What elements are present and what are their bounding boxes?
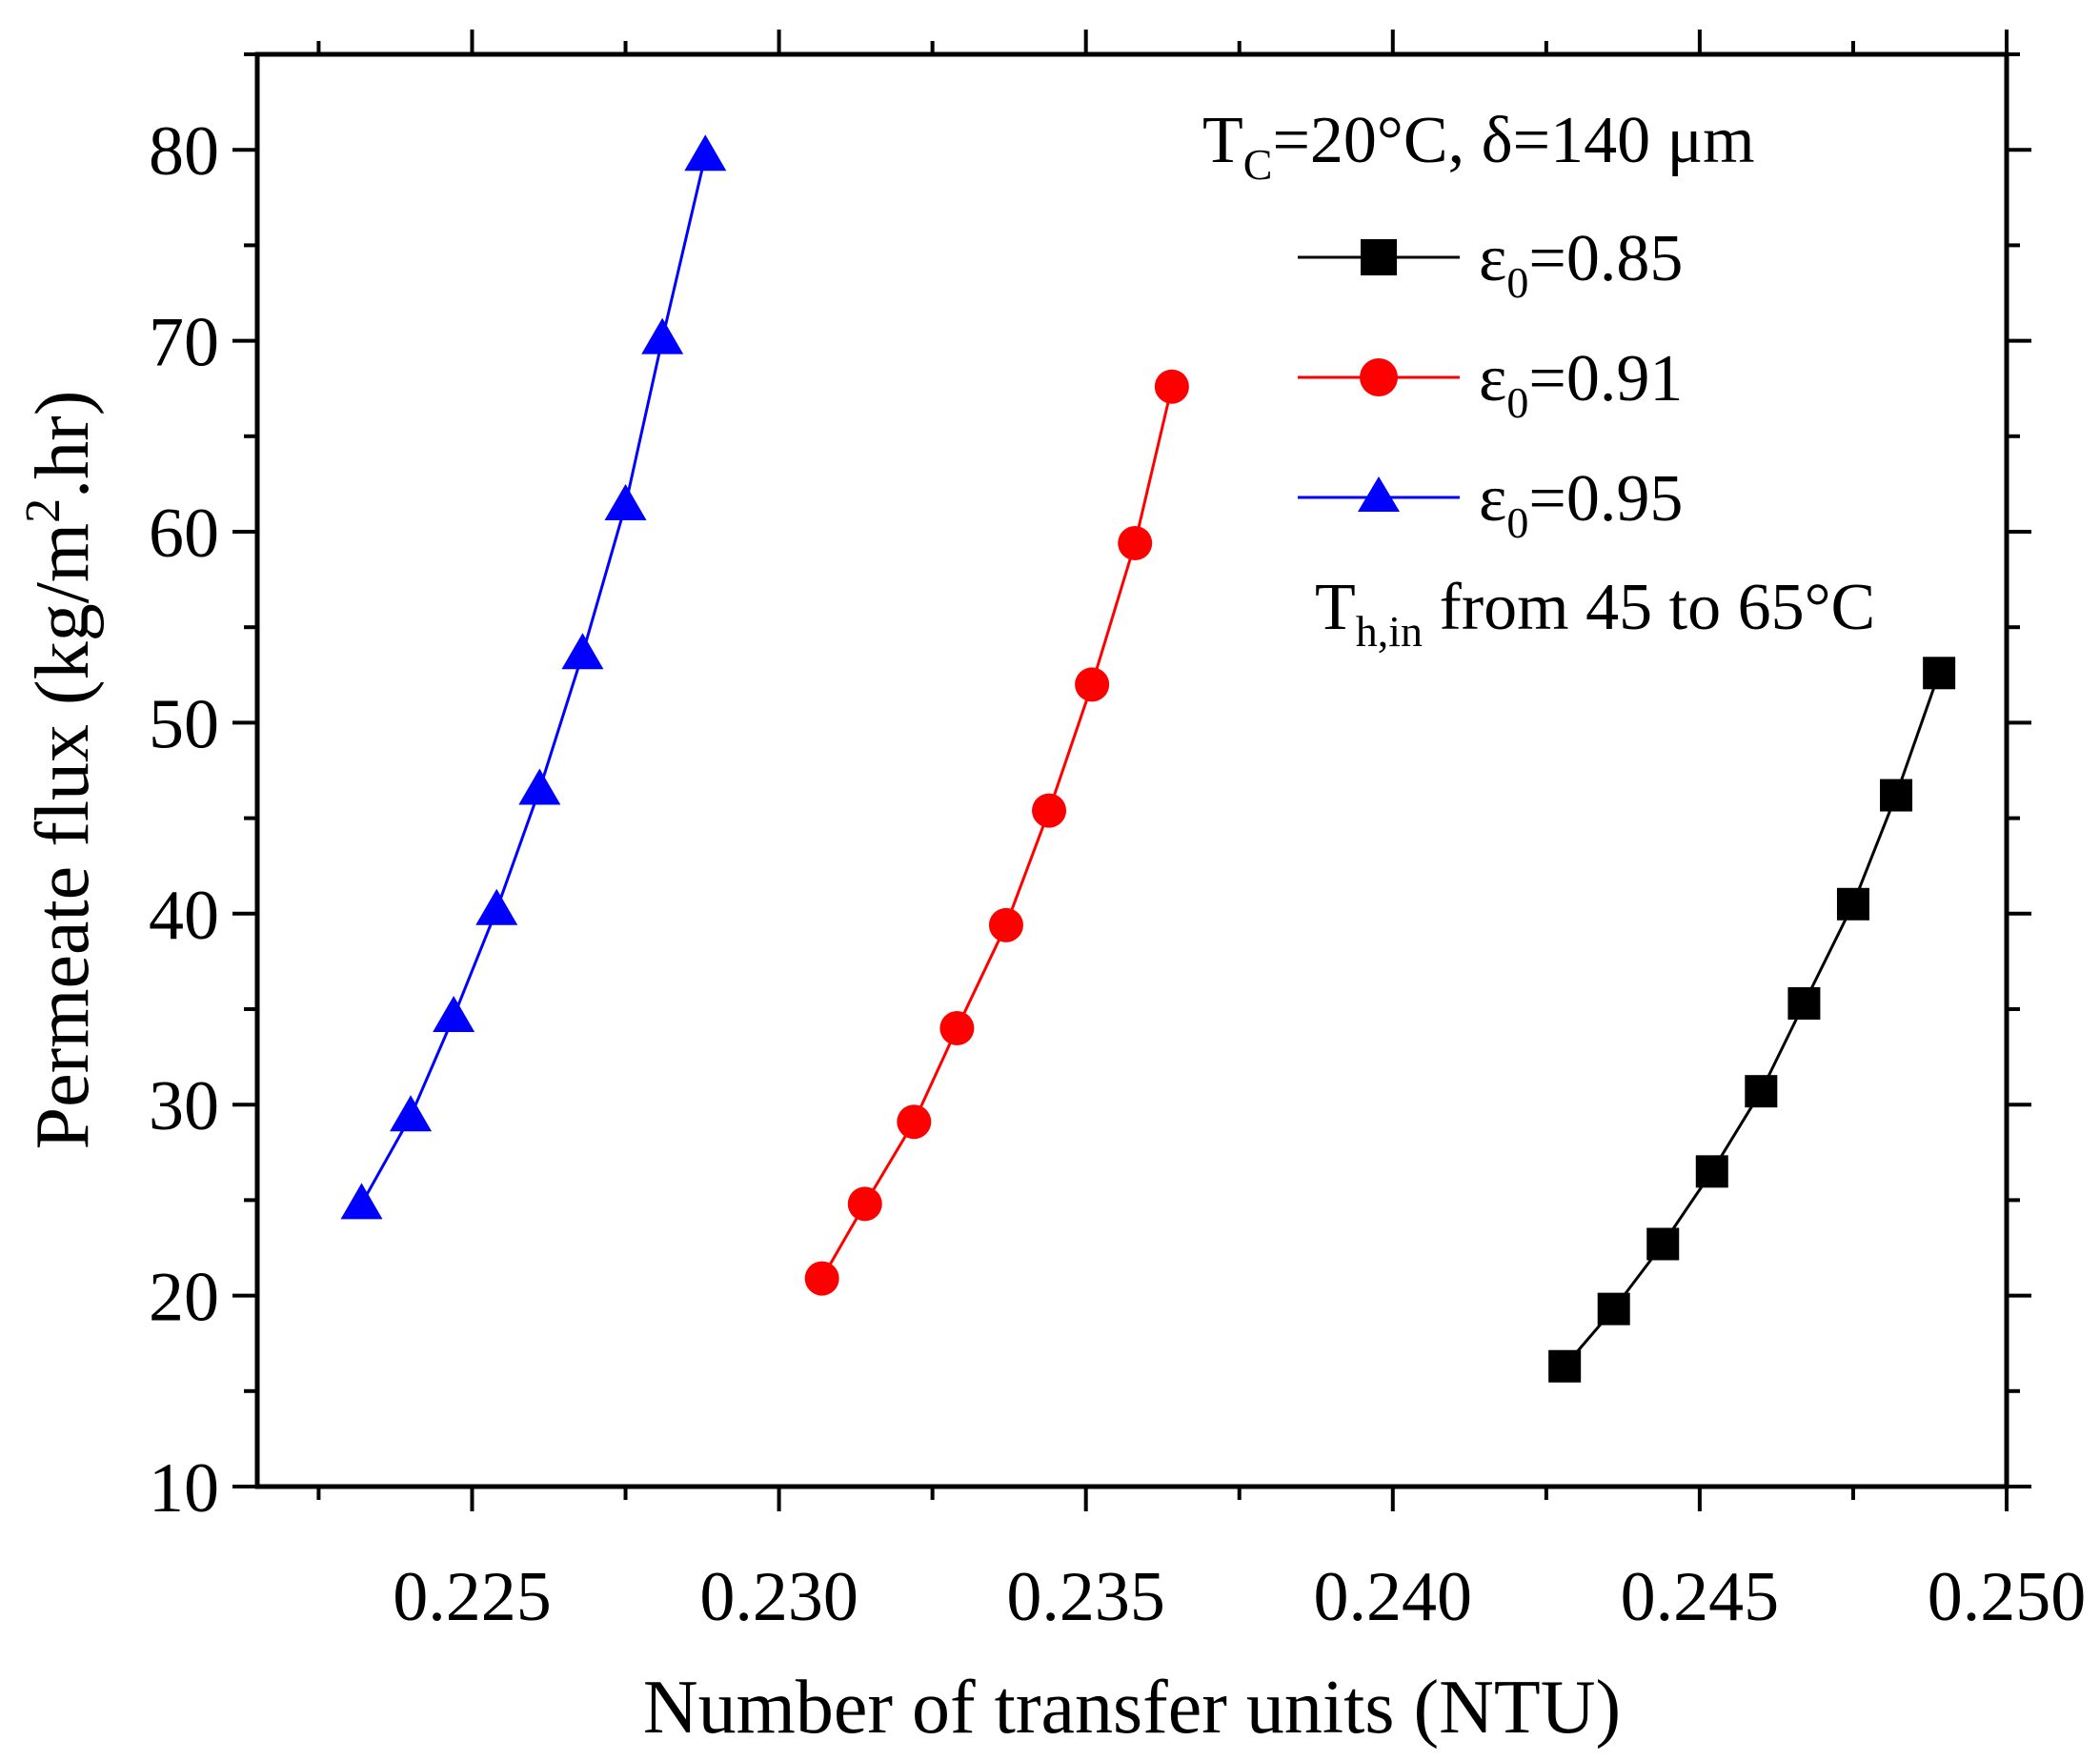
x-tick-label: 0.240 xyxy=(1314,1558,1473,1636)
data-point xyxy=(1836,887,1869,921)
legend-label-1: ε0=0.91 xyxy=(1479,342,1683,427)
legend: ε0=0.85 ε0=0.91 ε0=0.95 xyxy=(1298,222,1683,547)
x-tick-label: 0.235 xyxy=(1006,1558,1165,1636)
data-point xyxy=(1880,779,1913,812)
range-annotation-sub: h,in xyxy=(1356,607,1423,656)
legend-label-0-symbol: ε xyxy=(1479,222,1506,295)
data-point xyxy=(988,907,1023,942)
legend-label-1-value: =0.91 xyxy=(1528,342,1683,415)
condition-annotation: TC=20°C, δ=140 μm xyxy=(1202,104,1755,189)
y-axis-title: Permeate flux (kg/m2.hr) xyxy=(16,391,105,1150)
y-axis-title-sup: 2 xyxy=(16,498,71,523)
data-point xyxy=(1597,1292,1630,1326)
range-annotation-t: T xyxy=(1315,571,1356,644)
legend-label-0-value: =0.85 xyxy=(1528,222,1683,295)
y-tick-label: 20 xyxy=(149,1259,219,1337)
data-point xyxy=(1548,1349,1582,1383)
y-axis-title-main: Permeate flux (kg/m xyxy=(21,523,105,1150)
x-tick-label: 0.230 xyxy=(699,1558,858,1636)
legend-label-2-symbol: ε xyxy=(1479,462,1506,536)
legend-label-2-sub: 0 xyxy=(1506,498,1528,547)
x-tick-label: 0.250 xyxy=(1928,1558,2087,1636)
data-point xyxy=(847,1186,882,1222)
legend-label-2: ε0=0.95 xyxy=(1479,462,1683,547)
data-point xyxy=(1745,1075,1778,1108)
y-tick-label: 50 xyxy=(149,685,219,763)
x-tick-label: 0.225 xyxy=(393,1558,552,1636)
data-point xyxy=(1787,986,1821,1020)
data-point xyxy=(804,1261,839,1296)
range-annotation-rest: from 45 to 65°C xyxy=(1423,571,1875,644)
series-2 xyxy=(340,134,727,1220)
data-point xyxy=(433,996,475,1033)
y-axis-title-tail: .hr) xyxy=(21,391,105,498)
legend-label-0-sub: 0 xyxy=(1506,258,1528,307)
data-point xyxy=(518,768,561,805)
range-annotation: Th,in from 45 to 65°C xyxy=(1315,571,1875,656)
series-1 xyxy=(804,369,1189,1296)
legend-label-1-symbol: ε xyxy=(1479,342,1506,415)
x-tick-label: 0.245 xyxy=(1621,1558,1780,1636)
y-tick-label: 40 xyxy=(149,877,219,955)
data-point xyxy=(1646,1227,1680,1261)
y-tick-label: 70 xyxy=(149,304,219,382)
data-point xyxy=(1154,369,1189,404)
chart-marks xyxy=(340,134,1956,1383)
data-point xyxy=(1923,657,1956,690)
condition-annotation-rest: =20°C, δ=140 μm xyxy=(1272,104,1754,177)
legend-marker-1 xyxy=(1360,358,1398,396)
y-tick-label: 30 xyxy=(149,1067,219,1145)
plot-frame xyxy=(254,51,2009,1489)
data-point xyxy=(1118,526,1153,561)
data-point xyxy=(340,1183,383,1220)
data-point xyxy=(684,134,727,172)
data-point xyxy=(1075,667,1110,702)
chart-axes: 0.225 0.230 0.235 0.240 0.245 0.250 10 20 30 40 50… xyxy=(149,30,2086,1636)
legend-label-2-value: =0.95 xyxy=(1528,462,1683,536)
y-tick-label: 80 xyxy=(149,112,219,191)
condition-annotation-t: T xyxy=(1202,104,1243,177)
legend-marker-2 xyxy=(1358,476,1400,512)
y-tick-label: 10 xyxy=(149,1449,219,1528)
series-0 xyxy=(1548,657,1956,1383)
legend-label-1-sub: 0 xyxy=(1506,378,1528,427)
data-point xyxy=(604,483,647,520)
y-tick-label: 60 xyxy=(149,495,219,573)
condition-annotation-sub: C xyxy=(1243,140,1273,189)
data-point xyxy=(475,888,518,925)
data-point xyxy=(641,317,684,354)
data-point xyxy=(1032,793,1067,828)
legend-label-0: ε0=0.85 xyxy=(1479,222,1683,307)
x-axis-title: Number of transfer units (NTU) xyxy=(643,1666,1621,1750)
data-point xyxy=(561,633,604,670)
data-point xyxy=(897,1104,932,1140)
legend-marker-0 xyxy=(1361,239,1397,275)
data-point xyxy=(1695,1155,1728,1188)
data-point xyxy=(390,1095,433,1132)
data-point xyxy=(939,1011,975,1046)
